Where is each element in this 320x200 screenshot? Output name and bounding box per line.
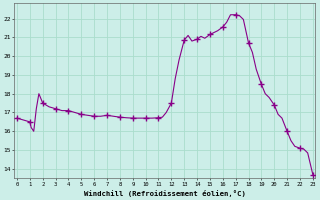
X-axis label: Windchill (Refroidissement éolien,°C): Windchill (Refroidissement éolien,°C) (84, 190, 246, 197)
